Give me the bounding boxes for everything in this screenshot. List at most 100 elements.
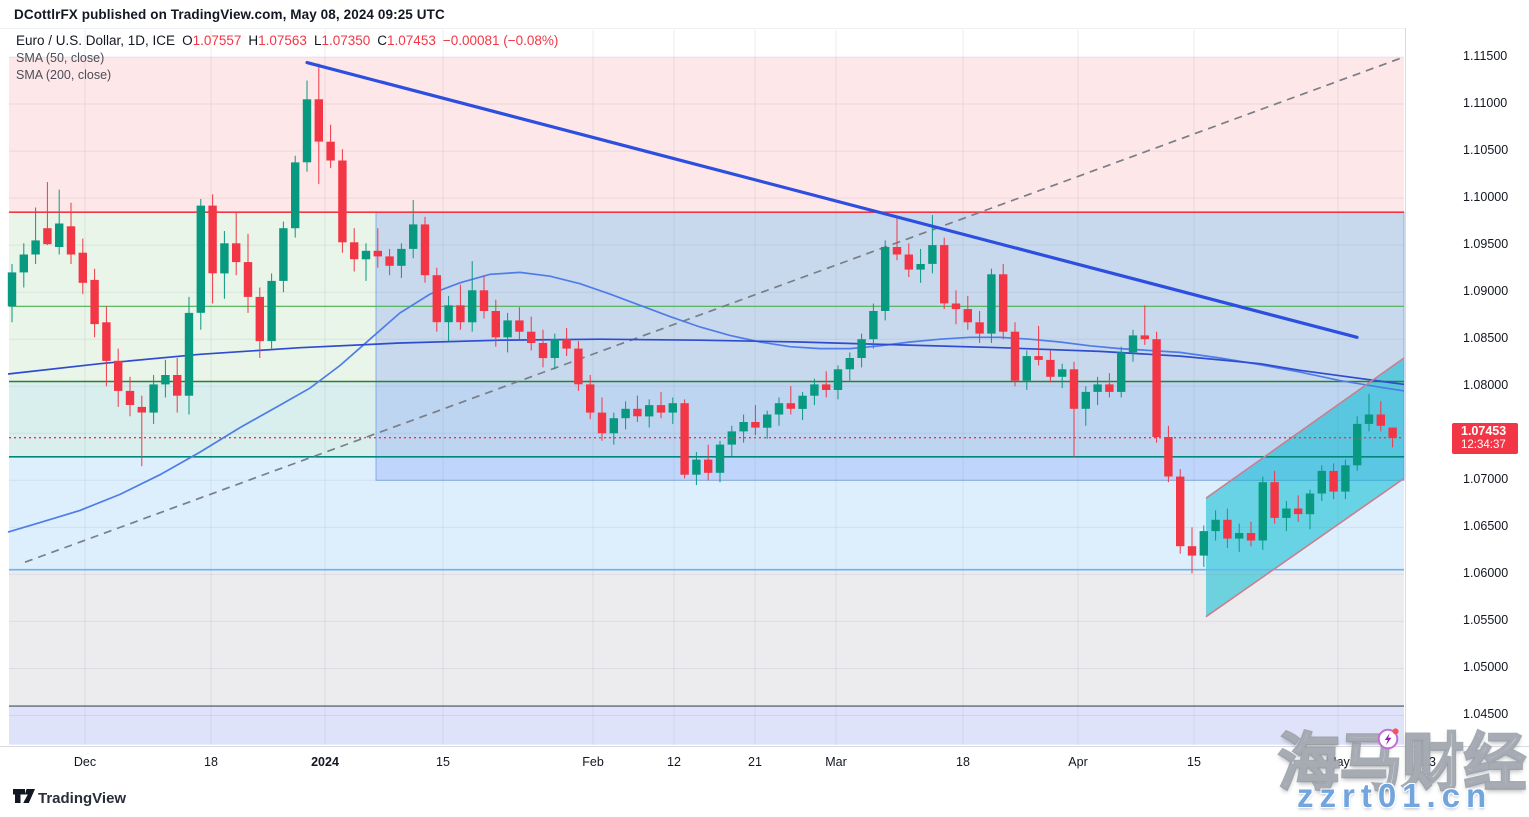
candle — [291, 162, 300, 229]
candle — [184, 312, 194, 396]
candle — [90, 279, 99, 325]
candle — [350, 242, 359, 260]
candle — [798, 395, 807, 409]
candle — [208, 205, 217, 274]
indicator-legend-sma200[interactable]: SMA (200, close) — [16, 68, 112, 82]
sma-200-line[interactable] — [7, 338, 1405, 386]
symbol-legend[interactable]: Euro / U.S. Dollar, 1D, ICE O1.07557 H1.07… — [16, 33, 558, 48]
candlesticks[interactable] — [7, 63, 1397, 574]
price-tick-label: 1.06000 — [1463, 566, 1509, 581]
tradingview-brand-text[interactable]: TradingView — [38, 790, 127, 807]
candle — [1376, 414, 1385, 426]
candle — [326, 141, 335, 161]
price-tick-label: 1.10000 — [1463, 190, 1509, 205]
ascending-channel[interactable] — [1206, 358, 1404, 617]
candle — [1034, 356, 1043, 360]
footer-bar: TradingView — [0, 781, 1529, 817]
time-tick-label: 15 — [1187, 755, 1201, 769]
time-tick-label: Dec — [73, 755, 97, 769]
candle — [373, 250, 382, 257]
candle — [102, 322, 111, 361]
attribution-text: DCottlrFX published on TradingView.com, … — [14, 7, 445, 22]
candle — [1022, 356, 1031, 381]
open-label: O1.07557 — [182, 33, 242, 48]
candle — [1128, 335, 1138, 353]
grid — [9, 30, 1404, 745]
channel-lower-border[interactable] — [1205, 477, 1405, 618]
time-tick-label: 13 — [1422, 755, 1436, 769]
low-label: L1.07350 — [313, 33, 371, 48]
candle — [656, 405, 666, 413]
candle — [161, 375, 170, 385]
candle — [857, 339, 866, 358]
tradingview-logo-icon[interactable] — [12, 788, 36, 808]
candle — [43, 228, 52, 245]
candle — [361, 250, 371, 260]
price-tick-label: 1.11500 — [1463, 49, 1508, 63]
candle — [78, 252, 87, 283]
candle — [574, 348, 583, 385]
candle — [1176, 476, 1185, 547]
candle — [232, 243, 241, 263]
price-tick-label: 1.05000 — [1463, 660, 1509, 675]
price-zones[interactable] — [9, 57, 1404, 745]
candle — [845, 358, 854, 370]
channel-upper-border[interactable] — [1205, 357, 1405, 499]
candle — [680, 403, 689, 475]
candle — [1341, 465, 1350, 492]
candle — [633, 408, 642, 417]
candle — [951, 303, 961, 310]
price-tick-label: 1.09500 — [1463, 237, 1509, 252]
zone-lavender — [9, 706, 1404, 745]
candle — [869, 311, 878, 340]
time-tick-label: 12 — [667, 755, 681, 769]
candle — [963, 309, 972, 323]
candle — [1353, 423, 1362, 466]
candle — [1270, 482, 1279, 518]
candle — [385, 256, 394, 266]
high-value: 1.07563 — [258, 33, 307, 48]
horizontal-levels[interactable] — [9, 211, 1404, 707]
candle — [645, 405, 654, 417]
candle — [538, 343, 548, 359]
price-tick-label: 1.10500 — [1463, 143, 1509, 158]
price-tick-label: 1.08500 — [1463, 331, 1509, 346]
candle — [173, 375, 182, 396]
candle — [715, 444, 725, 473]
candle — [1282, 508, 1291, 518]
candle — [420, 224, 430, 276]
candle — [999, 274, 1008, 332]
candle — [597, 412, 607, 434]
candle — [1164, 437, 1173, 477]
sma-50-line[interactable] — [7, 271, 1405, 533]
candle — [739, 422, 748, 432]
divider — [0, 28, 1529, 29]
candle — [1246, 533, 1256, 541]
zone-green-upper — [9, 212, 1404, 307]
candle — [468, 290, 477, 323]
candle — [940, 245, 949, 304]
consolidation-box[interactable] — [375, 211, 1405, 481]
candle — [1069, 369, 1079, 409]
candle — [609, 418, 618, 434]
price-tick-label: 1.11000 — [1463, 96, 1508, 111]
candle — [314, 99, 323, 142]
candle — [409, 224, 418, 249]
candle — [1258, 482, 1267, 541]
event-lightning-marker[interactable] — [1375, 725, 1402, 752]
symbol-title: Euro / U.S. Dollar, 1D, ICE — [16, 33, 176, 48]
time-tick-label: 21 — [748, 755, 762, 769]
time-axis[interactable]: Dec 18 2024 15 Feb 12 21 Mar 18 Apr 15 May 13 — [0, 746, 1529, 782]
candle — [1081, 391, 1090, 409]
ascending-dashed-trendline[interactable] — [24, 56, 1405, 563]
indicator-legend-sma50[interactable]: SMA (50, close) — [16, 51, 105, 65]
candle — [491, 311, 500, 338]
candle — [1010, 331, 1020, 381]
descending-trendline[interactable] — [305, 60, 1359, 339]
candle — [1093, 384, 1102, 392]
price-axis[interactable]: 1.11500 1.11000 1.10500 1.10000 1.09500 1.090… — [1406, 28, 1529, 745]
candle — [279, 228, 288, 281]
candle — [1152, 339, 1161, 437]
close-label: C1.07453 — [377, 33, 436, 48]
